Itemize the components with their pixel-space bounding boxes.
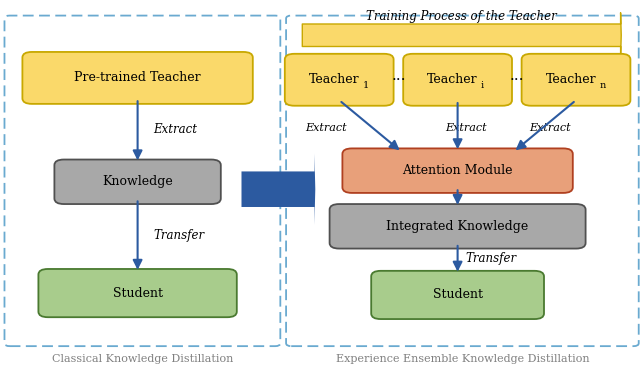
Text: Student: Student: [433, 288, 483, 302]
FancyBboxPatch shape: [342, 148, 573, 193]
Text: Integrated Knowledge: Integrated Knowledge: [387, 220, 529, 233]
Text: Teacher: Teacher: [427, 73, 478, 86]
Text: ···: ···: [392, 73, 406, 87]
FancyBboxPatch shape: [285, 54, 394, 106]
FancyBboxPatch shape: [22, 52, 253, 104]
FancyBboxPatch shape: [54, 160, 221, 204]
Text: Classical Knowledge Distillation: Classical Knowledge Distillation: [52, 354, 233, 364]
Text: i: i: [481, 81, 484, 90]
Text: Extract: Extract: [445, 123, 487, 133]
Text: Extract: Extract: [529, 123, 572, 133]
Text: Extract: Extract: [305, 123, 348, 133]
Text: n: n: [600, 81, 605, 90]
Text: Transfer: Transfer: [154, 229, 205, 242]
Text: Training Process of the Teacher: Training Process of the Teacher: [366, 10, 557, 23]
Text: Student: Student: [113, 286, 163, 300]
Text: Teacher: Teacher: [545, 73, 596, 86]
FancyBboxPatch shape: [371, 271, 544, 319]
FancyBboxPatch shape: [403, 54, 512, 106]
Text: Pre-trained Teacher: Pre-trained Teacher: [74, 71, 201, 85]
FancyBboxPatch shape: [330, 204, 586, 249]
Text: ···: ···: [510, 73, 524, 87]
Text: Teacher: Teacher: [308, 73, 360, 86]
Text: Experience Ensemble Knowledge Distillation: Experience Ensemble Knowledge Distillati…: [335, 354, 589, 364]
FancyBboxPatch shape: [522, 54, 630, 106]
FancyBboxPatch shape: [38, 269, 237, 317]
Text: Extract: Extract: [154, 123, 198, 137]
Text: Attention Module: Attention Module: [403, 164, 513, 177]
Text: Knowledge: Knowledge: [102, 175, 173, 188]
Text: Transfer: Transfer: [466, 252, 517, 266]
Text: 1: 1: [363, 81, 369, 90]
